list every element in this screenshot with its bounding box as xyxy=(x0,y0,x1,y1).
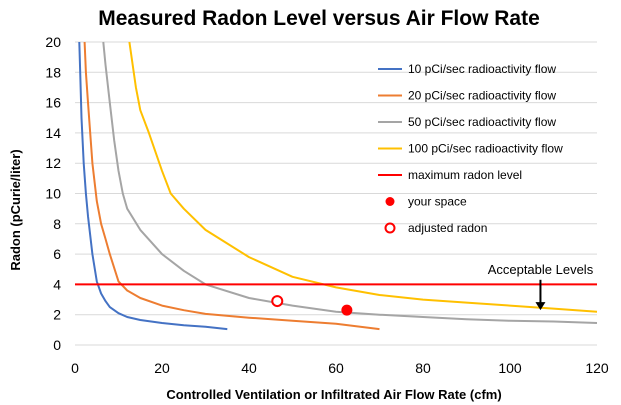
legend-label-10-pci-sec-radioactivity-flow: 10 pCi/sec radioactivity flow xyxy=(408,62,556,76)
legend-label-adjusted-radon: adjusted radon xyxy=(408,221,487,235)
series-lines xyxy=(78,41,598,331)
x-tick-label: 20 xyxy=(154,360,170,376)
legend-label-100-pci-sec-radioactivity-flow: 100 pCi/sec radioactivity flow xyxy=(408,142,563,156)
y-tick-label: 8 xyxy=(53,216,61,232)
legend-label-your-space: your space xyxy=(408,195,467,209)
y-tick-label: 0 xyxy=(53,337,61,353)
data-points xyxy=(271,295,353,316)
series-line-100-pci-sec-radioactivity-flow xyxy=(128,41,598,313)
y-tick-label: 2 xyxy=(53,307,61,323)
x-tick-label: 80 xyxy=(415,360,431,376)
y-tick-label: 12 xyxy=(45,155,61,171)
annotation-arrow-head xyxy=(535,302,546,311)
x-tick-label: 100 xyxy=(498,360,522,376)
x-tick-label: 0 xyxy=(71,360,79,376)
point-adjusted-radon xyxy=(271,295,284,308)
y-tick-label: 4 xyxy=(53,276,61,292)
x-tick-label: 40 xyxy=(241,360,257,376)
y-tick-label: 14 xyxy=(45,125,61,141)
y-axis-label: Radon (pCurie/liter) xyxy=(8,149,23,270)
annotation-acceptable-levels: Acceptable Levels xyxy=(488,262,594,277)
annotations: Acceptable Levels xyxy=(488,262,594,311)
axes: 0 2 4 6 8 10 12 14 16 18 20 0 20 40 60 80 100 120 xyxy=(45,34,608,376)
legend: 10 pCi/sec radioactivity flow 20 pCi/sec … xyxy=(378,62,563,235)
y-tick-label: 18 xyxy=(45,64,61,80)
series-line-50-pci-sec-radioactivity-flow xyxy=(102,41,598,324)
series-line-20-pci-sec-radioactivity-flow xyxy=(83,41,380,331)
legend-label-20-pci-sec-radioactivity-flow: 20 pCi/sec radioactivity flow xyxy=(408,89,556,103)
legend-marker-your-space xyxy=(385,197,395,206)
y-tick-label: 20 xyxy=(45,34,61,50)
x-axis-label: Controlled Ventilation or Infiltrated Ai… xyxy=(166,387,501,402)
chart-title: Measured Radon Level versus Air Flow Rat… xyxy=(98,7,540,30)
x-tick-label: 60 xyxy=(328,360,344,376)
y-tick-label: 16 xyxy=(45,95,61,111)
series-line-10-pci-sec-radioactivity-flow xyxy=(78,41,228,331)
point-your-space xyxy=(341,304,353,316)
x-tick-label: 120 xyxy=(585,360,609,376)
y-tick-label: 10 xyxy=(45,186,61,202)
legend-label-maximum-radon-level: maximum radon level xyxy=(408,168,522,182)
y-tick-label: 6 xyxy=(53,246,61,262)
legend-label-50-pci-sec-radioactivity-flow: 50 pCi/sec radioactivity flow xyxy=(408,115,556,129)
legend-marker-adjusted-radon xyxy=(384,222,396,234)
